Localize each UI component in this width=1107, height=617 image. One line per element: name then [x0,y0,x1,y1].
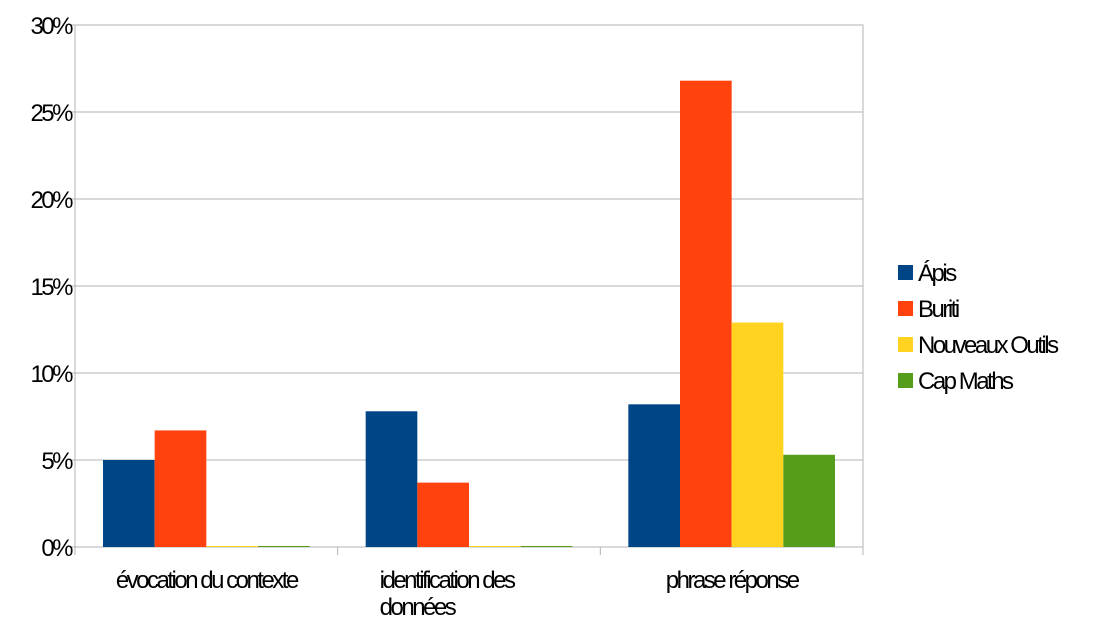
y-tick-label: 30% [30,13,73,40]
x-category-label: phrase réponse [666,567,800,594]
y-tick-label: 25% [30,100,73,127]
bar [417,482,469,547]
legend-swatch [898,265,913,280]
legend-swatch [898,301,913,316]
bars [103,80,835,548]
x-category-label: données [380,594,457,617]
bar [628,404,680,547]
y-tick-label: 0% [41,535,73,562]
x-axis-category-labels: évocation du contexte identification desd… [116,567,802,617]
y-tick-label: 20% [30,187,73,214]
y-tick-label: 5% [41,448,73,475]
x-category-label: évocation du contexte [116,567,299,594]
x-category-label: identification des [380,567,516,594]
legend-swatch [898,337,913,352]
bar [365,411,418,547]
legend-swatch [898,373,913,388]
y-axis-tick-labels: 0% 5% 10% 15% 20% 25% 30% [30,13,75,562]
y-tick-label: 15% [30,274,73,301]
axes [69,24,864,555]
legend: Ápis Buriti Nouveaux Outils Cap Maths [898,260,1062,395]
bar [154,430,207,547]
bar [731,322,784,547]
bar [103,460,155,547]
legend-label: Cap Maths [918,368,1014,395]
legend-label: Buriti [918,296,959,323]
bar [680,80,732,548]
bar [469,546,521,547]
bar [520,546,573,547]
bar [206,546,258,547]
y-tick-label: 10% [30,361,73,388]
bar [783,454,835,547]
legend-label: Nouveaux Outils [918,332,1059,359]
bar [258,546,310,547]
legend-label: Ápis [918,260,957,287]
